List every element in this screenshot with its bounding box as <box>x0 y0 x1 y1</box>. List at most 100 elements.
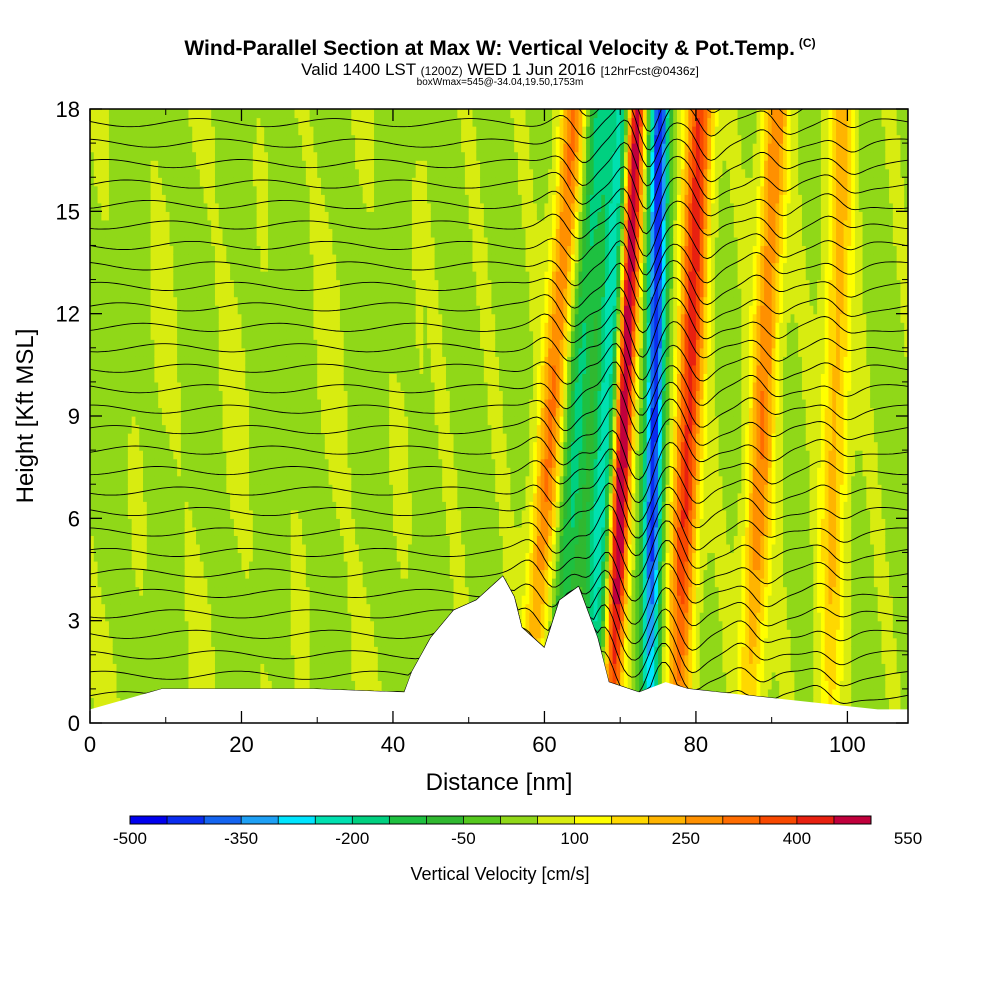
heat-cell <box>317 399 321 408</box>
heat-cell <box>113 655 117 664</box>
heat-cell <box>295 467 299 476</box>
heat-cell <box>226 595 230 604</box>
heat-cell <box>154 135 158 144</box>
heat-cell <box>329 638 333 647</box>
heat-cell <box>298 331 302 340</box>
heat-cell <box>207 382 211 391</box>
heat-cell <box>207 390 211 399</box>
heat-cell <box>117 331 121 340</box>
heat-cell <box>154 680 158 689</box>
heat-cell <box>230 194 234 203</box>
heat-cell <box>120 518 124 527</box>
heat-cell <box>196 288 200 297</box>
heat-cell <box>306 399 310 408</box>
heat-cell <box>105 561 109 570</box>
heat-cell <box>325 365 329 374</box>
heat-cell <box>109 186 113 195</box>
heat-cell <box>325 194 329 203</box>
heat-cell <box>329 493 333 502</box>
heat-cell <box>234 646 238 655</box>
heat-cell <box>147 126 151 135</box>
heat-cell <box>196 152 200 161</box>
heat-cell <box>310 663 314 672</box>
heat-cell <box>336 621 340 630</box>
heat-cell <box>162 160 166 169</box>
heat-cell <box>340 152 344 161</box>
heat-cell <box>215 442 219 451</box>
heat-cell <box>283 484 287 493</box>
heat-cell <box>279 220 283 229</box>
heat-cell <box>245 339 249 348</box>
heat-cell <box>158 604 162 613</box>
heat-cell <box>219 450 223 459</box>
heat-cell <box>151 271 155 280</box>
heat-cell <box>181 373 185 382</box>
heat-cell <box>117 629 121 638</box>
heat-cell <box>158 348 162 357</box>
heat-cell <box>177 570 181 579</box>
heat-cell <box>162 587 166 596</box>
heat-cell <box>109 433 113 442</box>
heat-cell <box>200 450 204 459</box>
heat-cell <box>226 425 230 434</box>
heat-cell <box>348 390 352 399</box>
heat-cell <box>170 612 174 621</box>
heat-cell <box>344 578 348 587</box>
heat-cell <box>154 211 158 220</box>
heat-cell <box>302 109 306 118</box>
heat-cell <box>348 510 352 519</box>
heat-cell <box>181 271 185 280</box>
heat-cell <box>113 638 117 647</box>
heat-cell <box>211 442 215 451</box>
heat-cell <box>332 527 336 536</box>
heat-cell <box>348 587 352 596</box>
heat-cell <box>109 305 113 314</box>
heat-cell <box>196 442 200 451</box>
heat-cell <box>313 271 317 280</box>
heat-cell <box>158 143 162 152</box>
heat-cell <box>200 322 204 331</box>
heat-cell <box>230 484 234 493</box>
heat-cell <box>128 518 132 527</box>
heat-cell <box>340 339 344 348</box>
heat-cell <box>151 152 155 161</box>
heat-cell <box>173 416 177 425</box>
heat-cell <box>325 203 329 212</box>
heat-cell <box>147 476 151 485</box>
heat-cell <box>332 365 336 374</box>
heat-cell <box>98 305 102 314</box>
heat-cell <box>272 288 276 297</box>
heat-cell <box>120 476 124 485</box>
heat-cell <box>139 126 143 135</box>
heat-cell <box>329 288 333 297</box>
heat-cell <box>219 203 223 212</box>
heat-cell <box>234 672 238 681</box>
heat-cell <box>219 544 223 553</box>
heat-cell <box>135 228 139 237</box>
heat-cell <box>113 442 117 451</box>
heat-cell <box>173 518 177 527</box>
heat-cell <box>302 578 306 587</box>
heat-cell <box>204 604 208 613</box>
heat-cell <box>158 280 162 289</box>
heat-cell <box>310 399 314 408</box>
heat-cell <box>230 220 234 229</box>
heat-cell <box>177 331 181 340</box>
heat-cell <box>344 203 348 212</box>
heat-cell <box>313 331 317 340</box>
heat-cell <box>249 680 253 689</box>
heat-cell <box>173 177 177 186</box>
heat-cell <box>151 527 155 536</box>
heat-cell <box>336 169 340 178</box>
heat-cell <box>207 220 211 229</box>
heat-cell <box>276 493 280 502</box>
heat-cell <box>325 382 329 391</box>
heat-cell <box>348 595 352 604</box>
heat-cell <box>313 126 317 135</box>
heat-cell <box>120 459 124 468</box>
heat-cell <box>234 561 238 570</box>
heat-cell <box>162 527 166 536</box>
heat-cell <box>196 228 200 237</box>
heat-cell <box>120 527 124 536</box>
heat-cell <box>302 280 306 289</box>
